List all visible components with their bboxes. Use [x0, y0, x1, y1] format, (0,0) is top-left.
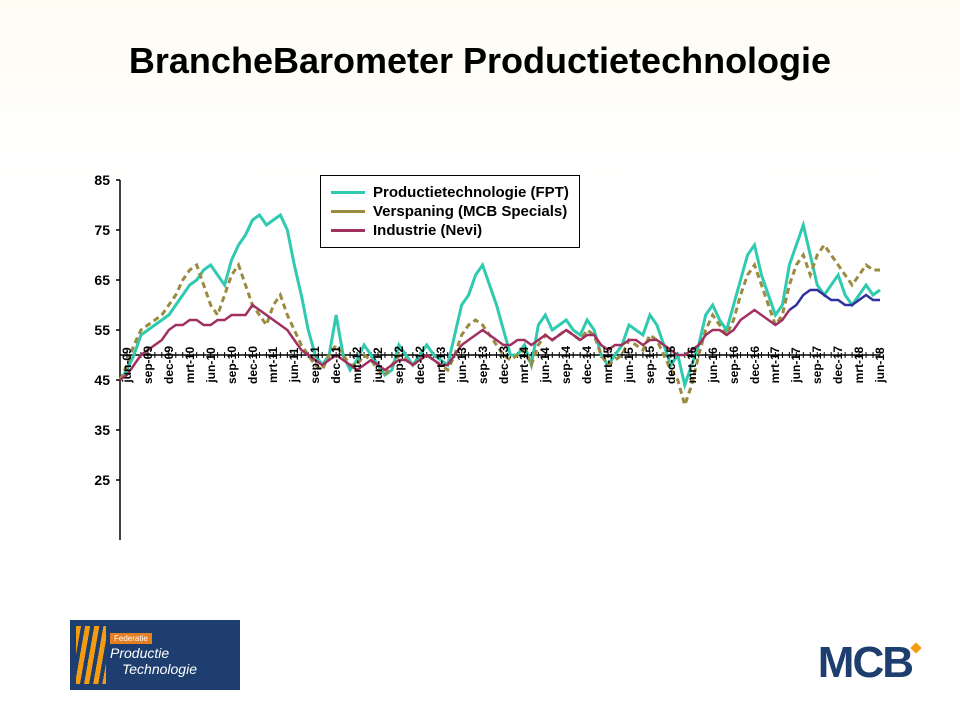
y-tick-label: 25 [70, 472, 110, 488]
x-tick-label: mrt-18 [852, 347, 866, 384]
fpt-logo-federatie: Federatie [110, 633, 152, 644]
x-tick-label: dec-17 [831, 346, 845, 384]
mcb-logo-text: MCB [818, 638, 912, 687]
y-tick-label: 45 [70, 372, 110, 388]
slide-title: BrancheBarometer Productietechnologie [0, 40, 960, 82]
legend-item: Verspaning (MCB Specials) [331, 203, 569, 220]
fpt-logo-line2: Technologie [122, 662, 240, 677]
line-chart: 25 35 45 55 65 75 85 jun-09 sep-09 dec-09 mrt-10 j… [70, 170, 890, 590]
x-tick-label: sep-12 [392, 346, 406, 384]
chart-legend: Productietechnologie (FPT) Verspaning (MC… [320, 175, 580, 248]
x-tick-label: jun-11 [287, 348, 301, 383]
x-tick-label: sep-15 [643, 346, 657, 384]
x-tick-label: jun-13 [455, 347, 469, 382]
legend-item: Productietechnologie (FPT) [331, 184, 569, 201]
x-tick-label: mrt-15 [601, 347, 615, 384]
legend-label: Productietechnologie (FPT) [373, 184, 569, 201]
x-tick-label: dec-15 [664, 346, 678, 384]
x-tick-label: jun-14 [538, 347, 552, 382]
x-tick-label: jun-15 [622, 347, 636, 382]
x-tick-label: mrt-14 [517, 347, 531, 384]
y-tick-label: 65 [70, 272, 110, 288]
fpt-logo-line1: Productie [110, 646, 240, 661]
x-tick-label: dec-16 [748, 346, 762, 384]
x-tick-label: jun-17 [789, 347, 803, 382]
legend-label: Verspaning (MCB Specials) [373, 203, 567, 220]
mcb-logo: MCB [818, 638, 920, 688]
x-tick-label: jun-12 [371, 347, 385, 382]
fpt-logo: Federatie Productie Technologie [70, 620, 240, 690]
legend-swatch [331, 229, 365, 232]
x-tick-label: jun-18 [873, 347, 887, 382]
x-tick-label: mrt-12 [350, 347, 364, 384]
x-tick-label: mrt-10 [183, 347, 197, 384]
legend-swatch [331, 191, 365, 194]
x-tick-label: mrt-11 [266, 347, 280, 383]
x-tick-label: jun-16 [706, 347, 720, 382]
x-tick-label: dec-10 [246, 346, 260, 384]
x-tick-label: dec-11 [329, 346, 343, 383]
y-tick-label: 35 [70, 422, 110, 438]
mcb-logo-dot [910, 642, 921, 653]
x-tick-label: dec-12 [413, 346, 427, 384]
x-tick-label: sep-11 [308, 346, 322, 383]
legend-swatch [331, 210, 365, 213]
x-tick-label: dec-09 [162, 346, 176, 384]
x-tick-label: sep-09 [141, 346, 155, 384]
x-tick-label: sep-16 [727, 346, 741, 384]
x-tick-label: mrt-17 [768, 347, 782, 384]
x-tick-label: jun-09 [120, 347, 134, 382]
x-tick-label: sep-13 [476, 346, 490, 384]
y-tick-label: 55 [70, 322, 110, 338]
y-tick-label: 75 [70, 222, 110, 238]
x-tick-label: mrt-16 [685, 347, 699, 384]
x-tick-label: dec-13 [497, 346, 511, 384]
x-tick-label: sep-17 [810, 346, 824, 384]
x-tick-label: sep-14 [559, 346, 573, 384]
x-tick-label: sep-10 [225, 346, 239, 384]
legend-label: Industrie (Nevi) [373, 222, 482, 239]
x-tick-label: jun-10 [204, 347, 218, 382]
y-tick-label: 85 [70, 172, 110, 188]
legend-item: Industrie (Nevi) [331, 222, 569, 239]
x-tick-label: mrt-13 [434, 347, 448, 384]
x-tick-label: dec-14 [580, 346, 594, 384]
